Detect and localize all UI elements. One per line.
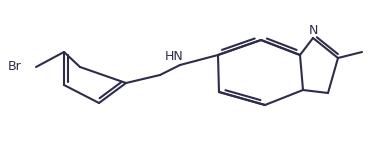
Text: HN: HN — [165, 49, 183, 62]
Text: N: N — [308, 24, 318, 37]
Text: Br: Br — [8, 60, 22, 74]
